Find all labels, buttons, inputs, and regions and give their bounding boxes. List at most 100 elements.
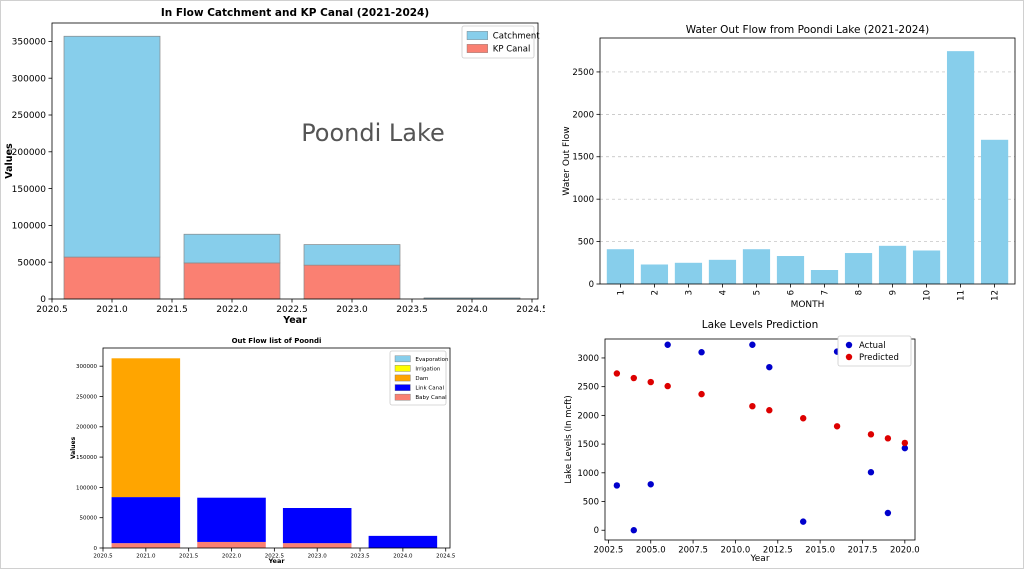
lake-levels-xtick-label: 2002.5 [594, 546, 624, 556]
monthly-outflow-bar [844, 253, 873, 284]
lake-levels-point-predicted [630, 374, 637, 382]
outflow-list-ytick-label: 300000 [76, 364, 97, 370]
outflow-list-xtick-label: 2023.0 [308, 554, 328, 560]
monthly-outflow-bar [912, 250, 941, 284]
outflow-list-title: Out Flow list of Poondi [232, 337, 322, 345]
inflow-xtick-label: 2021.0 [96, 305, 128, 315]
lake-levels-point-predicted [799, 415, 807, 422]
lake-levels-point-predicted [884, 435, 892, 442]
outflow-list-bar-baby-canal [282, 543, 352, 548]
lake-levels-chart: Lake Levels Prediction 0 500 1000 1500 2000 25… [564, 319, 920, 564]
monthly-outflow-title: Water Out Flow from Poondi Lake (2021-20… [686, 24, 929, 36]
outflow-list-xtick-label: 2022.5 [265, 554, 285, 560]
inflow-ytick-label: 100000 [12, 222, 47, 232]
monthly-outflow-chart: Water Out Flow from Poondi Lake (2021-20… [562, 24, 1016, 310]
outflow-list-legend-swatch [394, 365, 411, 372]
outflow-list-xtick-label: 2021.0 [136, 554, 156, 560]
inflow-axes-frame [51, 22, 539, 300]
lake-levels-legend-swatch [845, 353, 853, 361]
lake-levels-ytick-label: 1000 [577, 469, 599, 479]
monthly-outflow-ytick-label: 0 [589, 280, 594, 290]
outflow-list-legend-label: Evaporation [415, 357, 449, 363]
monthly-outflow-bar [742, 249, 771, 284]
outflow-list-ytick-label: 150000 [76, 455, 97, 461]
lake-levels-legend-box [837, 335, 912, 367]
inflow-legend-label: Catchment [493, 32, 540, 42]
lake-levels-xtick-label: 2020.0 [890, 546, 920, 556]
outflow-list-bar-baby-canal [111, 543, 181, 548]
outflow-list-y-axis-label: Values [70, 436, 77, 459]
inflow-xtick-label: 2022.5 [276, 305, 308, 315]
monthly-outflow-bar [810, 270, 839, 284]
lake-levels-point-actual [884, 509, 892, 517]
outflow-list-bar-link-canal [197, 497, 266, 542]
monthly-outflow-xtick-label: 2 [650, 290, 660, 295]
outflow-list-xtick-label: 2020.5 [93, 554, 113, 560]
lake-levels-xtick-label: 2007.5 [678, 546, 708, 556]
monthly-outflow-ytick-label: 500 [578, 238, 594, 248]
lake-levels-point-predicted [664, 382, 671, 390]
inflow-legend-swatch [466, 31, 488, 40]
lake-levels-point-actual [901, 444, 909, 452]
inflow-xtick-label: 2023.0 [336, 305, 368, 315]
inflow-xtick-label: 2024.5 [516, 305, 545, 315]
inflow-bar-kp-canal [183, 262, 281, 300]
lake-levels-ytick-label: 0 [594, 526, 599, 536]
lake-levels-point-predicted [698, 390, 705, 398]
inflow-bar-kp-canal [303, 264, 401, 300]
lake-levels-xtick-label: 2012.5 [763, 546, 793, 556]
lake-levels-point-actual [613, 482, 621, 489]
monthly-outflow-bar [640, 264, 669, 284]
monthly-outflow-bar [946, 51, 975, 284]
lake-levels-point-predicted [613, 370, 621, 377]
monthly-outflow-axes-frame [599, 37, 1016, 285]
inflow-y-axis-label: Values [4, 143, 15, 179]
monthly-outflow-xtick-label: 10 [923, 290, 933, 301]
outflow-list-legend-label: Link Canal [415, 386, 444, 392]
monthly-outflow-bar [606, 249, 635, 284]
inflow-ytick-label: 150000 [12, 185, 47, 195]
outflow-list-legend-swatch [394, 374, 411, 382]
lake-levels-point-actual [749, 341, 756, 348]
outflow-list-legend-box [389, 350, 447, 406]
lake-levels-y-axis-label: Lake Levels (In mcft) [564, 395, 574, 483]
lake-levels-legend-label: Actual [859, 341, 886, 351]
outflow-list-legend-swatch [394, 355, 411, 363]
monthly-outflow-y-axis-label: Water Out Flow [562, 126, 572, 195]
outflow-list-x-axis-label: Year [267, 557, 285, 565]
outflow-list-bar-link-canal [282, 508, 352, 544]
outflow-list-xtick-label: 2022.0 [222, 554, 242, 560]
inflow-chart-title: In Flow Catchment and KP Canal (2021-202… [161, 7, 429, 19]
inflow-ytick-label: 50000 [17, 258, 46, 268]
monthly-outflow-xtick-label: 6 [786, 290, 796, 295]
monthly-outflow-xtick-label: 3 [684, 290, 694, 295]
outflow-list-ytick-label: 0 [94, 546, 98, 552]
lake-levels-point-actual [698, 349, 705, 356]
monthly-outflow-xtick-label: 4 [718, 290, 728, 295]
monthly-outflow-ytick-label: 2000 [572, 110, 594, 120]
monthly-outflow-ytick-label: 2500 [572, 68, 594, 78]
inflow-xtick-label: 2022.0 [216, 305, 248, 315]
lake-levels-xtick-label: 2017.5 [848, 546, 878, 556]
lake-levels-ytick-label: 3000 [577, 354, 599, 364]
outflow-list-ytick-label: 50000 [80, 516, 98, 522]
monthly-outflow-xtick-label: 5 [752, 290, 762, 295]
monthly-outflow-xtick-label: 1 [616, 290, 626, 295]
watermark-text: Poondi Lake [301, 119, 445, 147]
inflow-xtick-label: 2024.0 [456, 305, 488, 315]
outflow-list-bar-baby-canal [197, 541, 266, 548]
outflow-list-legend-label: Baby Canal [415, 395, 447, 401]
outflow-list-xtick-label: 2021.5 [179, 554, 199, 560]
outflow-list-ytick-label: 200000 [76, 425, 97, 431]
monthly-outflow-ytick-label: 1000 [572, 195, 594, 205]
lake-levels-point-actual [647, 481, 654, 488]
lake-levels-point-predicted [867, 431, 875, 438]
lake-levels-axes-frame [604, 338, 916, 541]
lake-levels-point-predicted [749, 402, 756, 410]
lake-levels-ytick-label: 2500 [577, 383, 599, 393]
monthly-outflow-x-axis-label: MONTH [791, 300, 825, 310]
inflow-ytick-label: 200000 [12, 148, 47, 158]
lake-levels-ytick-label: 1500 [577, 440, 599, 450]
outflow-list-chart: Out Flow list of Poondi 0 50000 100000 15000… [70, 337, 456, 565]
monthly-outflow-bar [980, 139, 1009, 284]
